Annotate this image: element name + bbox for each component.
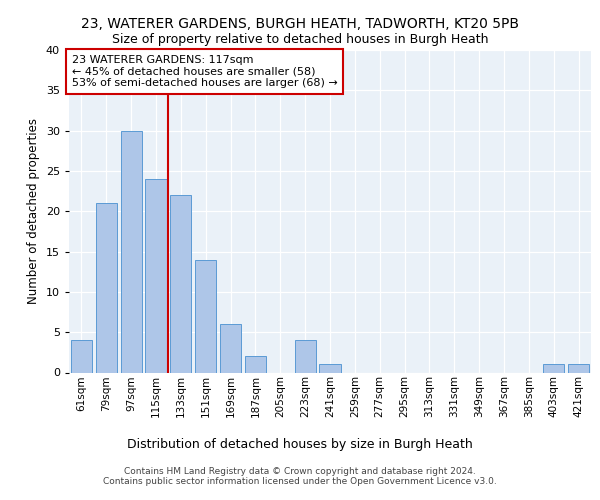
Text: Size of property relative to detached houses in Burgh Heath: Size of property relative to detached ho… (112, 32, 488, 46)
Bar (245, 356, 266, 372)
Bar (170, 195, 191, 372)
Bar (121, 130, 142, 372)
Bar (220, 324, 241, 372)
Bar (568, 364, 589, 372)
Text: Contains HM Land Registry data © Crown copyright and database right 2024.: Contains HM Land Registry data © Crown c… (124, 467, 476, 476)
Bar (195, 260, 216, 372)
Bar (543, 364, 564, 372)
Text: Distribution of detached houses by size in Burgh Heath: Distribution of detached houses by size … (127, 438, 473, 451)
Bar (145, 179, 167, 372)
Text: 23 WATERER GARDENS: 117sqm
← 45% of detached houses are smaller (58)
53% of semi: 23 WATERER GARDENS: 117sqm ← 45% of deta… (71, 55, 337, 88)
Bar (96, 203, 117, 372)
Bar (295, 340, 316, 372)
Bar (71, 340, 92, 372)
Text: 23, WATERER GARDENS, BURGH HEATH, TADWORTH, KT20 5PB: 23, WATERER GARDENS, BURGH HEATH, TADWOR… (81, 18, 519, 32)
Y-axis label: Number of detached properties: Number of detached properties (27, 118, 40, 304)
Text: Contains public sector information licensed under the Open Government Licence v3: Contains public sector information licen… (103, 477, 497, 486)
Bar (319, 364, 341, 372)
